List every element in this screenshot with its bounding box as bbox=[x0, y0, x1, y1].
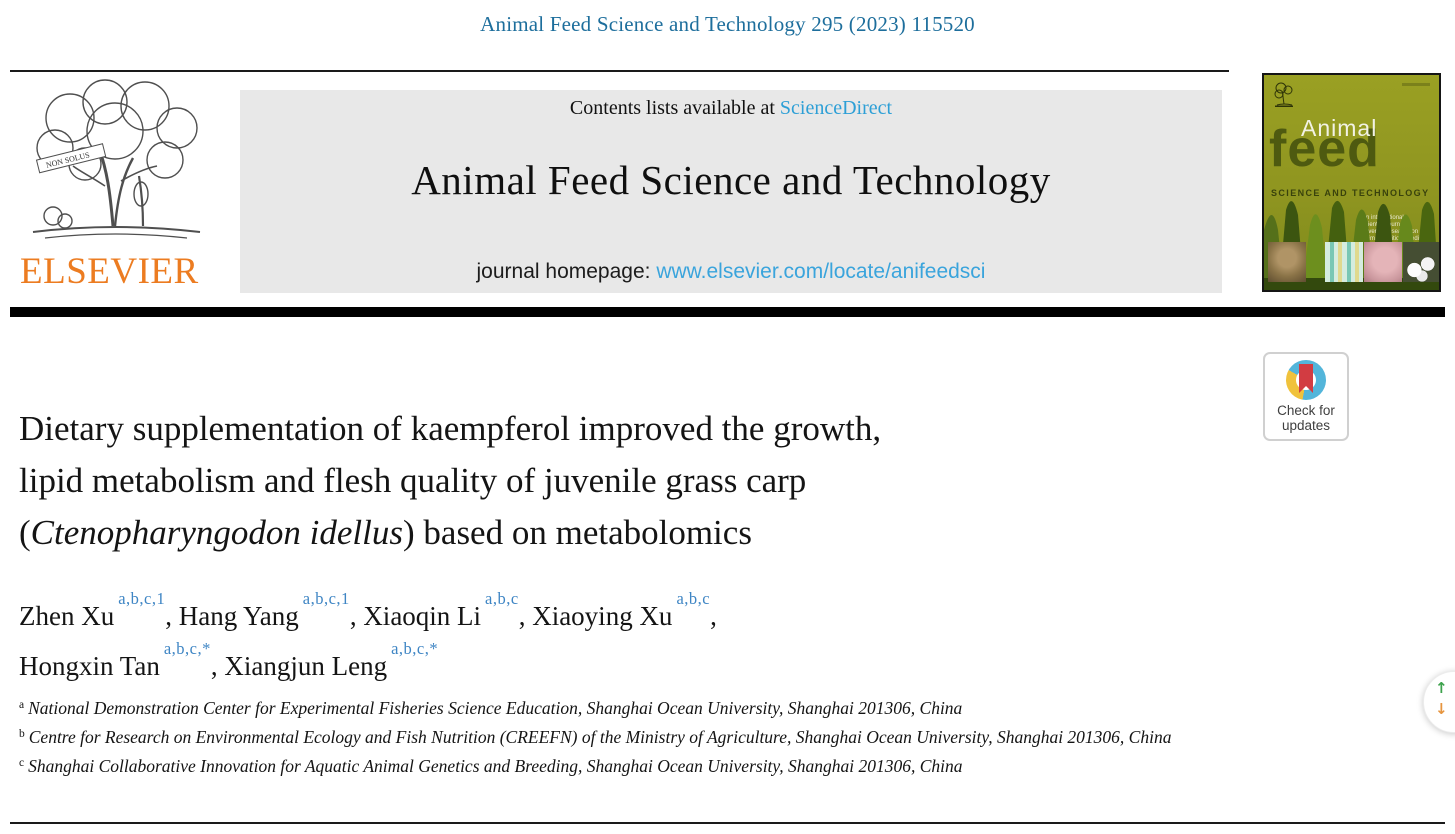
homepage-link[interactable]: www.elsevier.com/locate/anifeedsci bbox=[656, 260, 986, 283]
affiliations: a National Demonstration Center for Exper… bbox=[19, 695, 1244, 782]
author-affil-sup[interactable]: a,b,c,1 bbox=[118, 589, 166, 608]
species-name: Ctenopharyngodon idellus bbox=[30, 513, 403, 552]
elsevier-tree-icon: NON SOLUS bbox=[32, 79, 201, 239]
author-affil-sup[interactable]: a,b,c bbox=[485, 589, 519, 608]
title-line-1: Dietary supplementation of kaempferol im… bbox=[19, 409, 882, 448]
crossmark-bookmark-icon bbox=[1299, 364, 1313, 393]
cover-subtitle: SCIENCE AND TECHNOLOGY bbox=[1271, 188, 1430, 198]
author: Hang Yang bbox=[178, 601, 299, 631]
check-for-updates-label: Check for updates bbox=[1277, 403, 1335, 433]
author: Hongxin Tan bbox=[19, 651, 160, 681]
affiliation-c: c Shanghai Collaborative Innovation for A… bbox=[19, 756, 963, 776]
homepage-prefix: journal homepage: bbox=[476, 260, 657, 283]
author: Xiangjun Leng bbox=[224, 651, 388, 681]
affiliation-b: b Centre for Research on Environmental Ec… bbox=[19, 727, 1172, 747]
elsevier-wordmark: ELSEVIER bbox=[20, 251, 199, 292]
cover-elsevier-mark-icon bbox=[1274, 82, 1293, 107]
check-for-updates-badge[interactable]: Check for updates bbox=[1263, 352, 1349, 441]
author-affil-sup[interactable]: a,b,c,* bbox=[391, 639, 439, 658]
journal-citation: Animal Feed Science and Technology 295 (… bbox=[480, 12, 975, 36]
cover-issn-text bbox=[1402, 83, 1430, 86]
cover-thumb-testtubes bbox=[1325, 242, 1363, 282]
title-line-3: (Ctenopharyngodon idellus) based on meta… bbox=[19, 513, 752, 552]
affiliation-a: a National Demonstration Center for Exper… bbox=[19, 698, 963, 718]
footer-rule bbox=[10, 822, 1445, 824]
cover-thumb-chickens bbox=[1403, 242, 1439, 282]
scroll-up-icon[interactable]: ↑ bbox=[1435, 679, 1448, 697]
author: Zhen Xu bbox=[19, 601, 115, 631]
author: Xiaoqin Li bbox=[363, 601, 482, 631]
cover-thumb-cattle bbox=[1268, 242, 1306, 282]
author-affil-sup[interactable]: a,b,c bbox=[676, 589, 711, 608]
header-divider-bar bbox=[10, 307, 1445, 317]
contents-line: Contents lists available at ScienceDirec… bbox=[240, 97, 1222, 120]
contents-prefix: Contents lists available at bbox=[569, 97, 780, 119]
journal-title: Animal Feed Science and Technology bbox=[411, 157, 1051, 203]
scroll-widget[interactable]: ↑ ↓ bbox=[1423, 671, 1455, 733]
author: Xiaoying Xu bbox=[532, 601, 673, 631]
author-affil-sup[interactable]: a,b,c,* bbox=[163, 639, 211, 658]
elsevier-logo: NON SOLUS ELSEVIER bbox=[15, 76, 230, 296]
article-title: Dietary supplementation of kaempferol im… bbox=[19, 403, 1189, 559]
cover-thumb-pig bbox=[1364, 242, 1402, 282]
journal-cover-image[interactable]: feed Animal SCIENCE AND TECHNOLOGY An in… bbox=[1262, 73, 1441, 292]
header-top-rule bbox=[10, 70, 1229, 72]
journal-banner: Contents lists available at ScienceDirec… bbox=[240, 90, 1222, 293]
sciencedirect-link[interactable]: ScienceDirect bbox=[779, 97, 893, 119]
cover-title-small: Animal bbox=[1301, 115, 1378, 141]
cover-title-big: feed bbox=[1269, 120, 1380, 178]
scroll-down-icon[interactable]: ↓ bbox=[1435, 700, 1448, 718]
homepage-line: journal homepage: www.elsevier.com/locat… bbox=[240, 260, 1222, 284]
author-affil-sup[interactable]: a,b,c,1 bbox=[302, 589, 350, 608]
title-line-2: lipid metabolism and flesh quality of ju… bbox=[19, 461, 807, 500]
author-list: Zhen Xua,b,c,1, Hang Yanga,b,c,1, Xiaoqi… bbox=[19, 589, 717, 681]
